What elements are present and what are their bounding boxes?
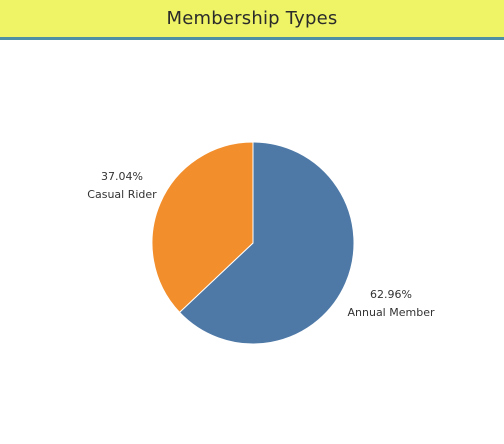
pie-slices [151, 141, 355, 345]
page-title: Membership Types [166, 8, 338, 29]
casual-rider-name-label: Casual Rider [87, 188, 157, 201]
annual-member-name-label: Annual Member [348, 306, 435, 319]
casual-rider-percent-label: 37.04% [101, 170, 143, 183]
pie-slice-casual-rider[interactable] [151, 141, 254, 314]
title-bar: Membership Types [0, 0, 504, 40]
pie-slice-annual-member[interactable] [178, 141, 355, 345]
annual-member-percent-label: 62.96% [370, 288, 412, 301]
